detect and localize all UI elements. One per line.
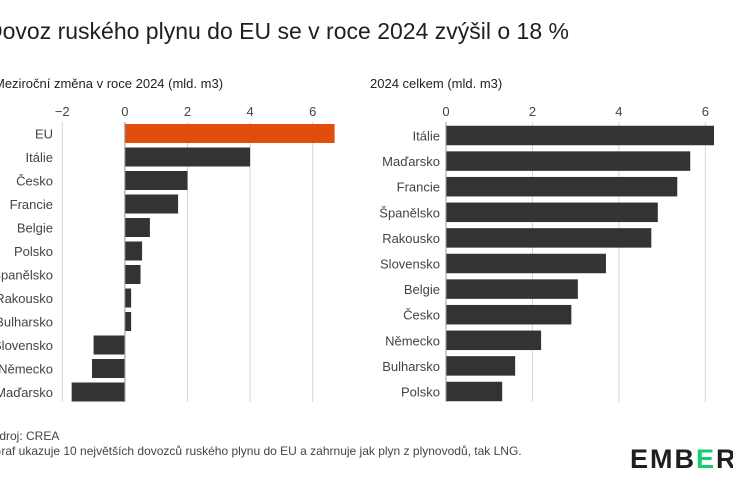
right-tick-label: 0	[442, 104, 449, 119]
right-tick-label: 6	[702, 104, 709, 119]
left-bar-belgie	[124, 218, 150, 237]
right-category-label: Belgie	[404, 282, 440, 297]
left-category-label: Bulharsko	[0, 315, 53, 330]
source-note: Zdroj: CREA	[0, 429, 60, 443]
logo-letter: E	[630, 444, 650, 474]
left-category-label: Rakousko	[0, 291, 53, 306]
logo-letter: M	[650, 444, 675, 474]
left-chart-title: Meziroční změna v roce 2024 (mld. m3)	[0, 76, 224, 91]
left-bar-madarsko	[71, 382, 125, 402]
left-category-label: Polsko	[14, 244, 53, 259]
left-bar-polsko	[124, 241, 143, 261]
right-tick-label: 4	[615, 104, 622, 119]
right-category-label: Německo	[385, 333, 440, 348]
right-bar-spanelsko	[446, 202, 658, 223]
right-bar-madarsko	[446, 151, 691, 171]
right-chart-title: 2024 celkem (mld. m3)	[370, 76, 503, 91]
right-category-label: Itálie	[413, 129, 440, 144]
right-category-label: Bulharsko	[382, 359, 440, 374]
left-bar-nemecko	[92, 359, 125, 378]
left-category-label: Itálie	[26, 150, 53, 165]
left-bar-bulharsko	[124, 312, 132, 331]
right-bar-francie	[446, 176, 678, 197]
right-bar-italie	[446, 125, 714, 146]
right-bar-chart: 0 2 4 6 Itálie Maďarsko Francie Španělsko Rakous…	[379, 104, 714, 402]
left-category-label: Česko	[16, 174, 53, 189]
right-category-label: Maďarsko	[382, 154, 440, 169]
left-bar-cesko	[124, 171, 188, 190]
left-bar-italie	[124, 147, 251, 167]
left-bar-eu	[124, 124, 335, 143]
left-tick-label: 6	[309, 104, 316, 119]
right-bar-nemecko	[446, 330, 542, 351]
left-tick-label: −2	[55, 104, 70, 119]
left-bar-francie	[124, 194, 179, 214]
left-bar-rakousko	[124, 288, 132, 308]
logo-letter: R	[716, 444, 733, 474]
logo-letter: B	[675, 444, 697, 474]
right-bar-polsko	[446, 381, 503, 402]
left-category-label: Slovensko	[0, 338, 53, 353]
right-category-label: Slovensko	[380, 257, 440, 272]
chart-title: Dovoz ruského plynu do EU se v roce 2024…	[0, 18, 569, 44]
left-bar-chart: −2 0 2 4 6 EU Itálie Česko Francie Belgie Polsko Šp…	[0, 104, 335, 402]
left-category-label: Maďarsko	[0, 385, 53, 400]
right-category-label: Španělsko	[379, 205, 440, 220]
chart-note: Graf ukazuje 10 největších dovozců ruské…	[0, 444, 522, 458]
right-bar-slovensko	[446, 253, 606, 274]
left-tick-label: 2	[184, 104, 191, 119]
logo-letter: E	[696, 444, 716, 474]
left-bar-slovensko	[93, 335, 125, 355]
left-category-label: EU	[35, 127, 53, 142]
left-category-label: Španělsko	[0, 268, 53, 283]
left-tick-label: 0	[121, 104, 128, 119]
left-tick-label: 4	[246, 104, 253, 119]
left-category-label: Belgie	[17, 221, 53, 236]
left-bar-spanelsko	[124, 265, 141, 284]
right-bar-bulharsko	[446, 356, 516, 376]
right-category-label: Polsko	[401, 385, 440, 400]
ember-logo: EMBER	[630, 444, 733, 474]
left-category-label: Německo	[0, 362, 53, 377]
right-bar-belgie	[446, 279, 578, 299]
right-category-label: Česko	[403, 308, 440, 323]
right-bar-rakousko	[446, 228, 652, 248]
right-category-label: Francie	[397, 180, 440, 195]
right-category-label: Rakousko	[382, 231, 440, 246]
right-tick-label: 2	[529, 104, 536, 119]
left-category-label: Francie	[10, 197, 53, 212]
svg-text:EMBER: EMBER	[630, 444, 733, 474]
right-bar-cesko	[446, 304, 572, 325]
